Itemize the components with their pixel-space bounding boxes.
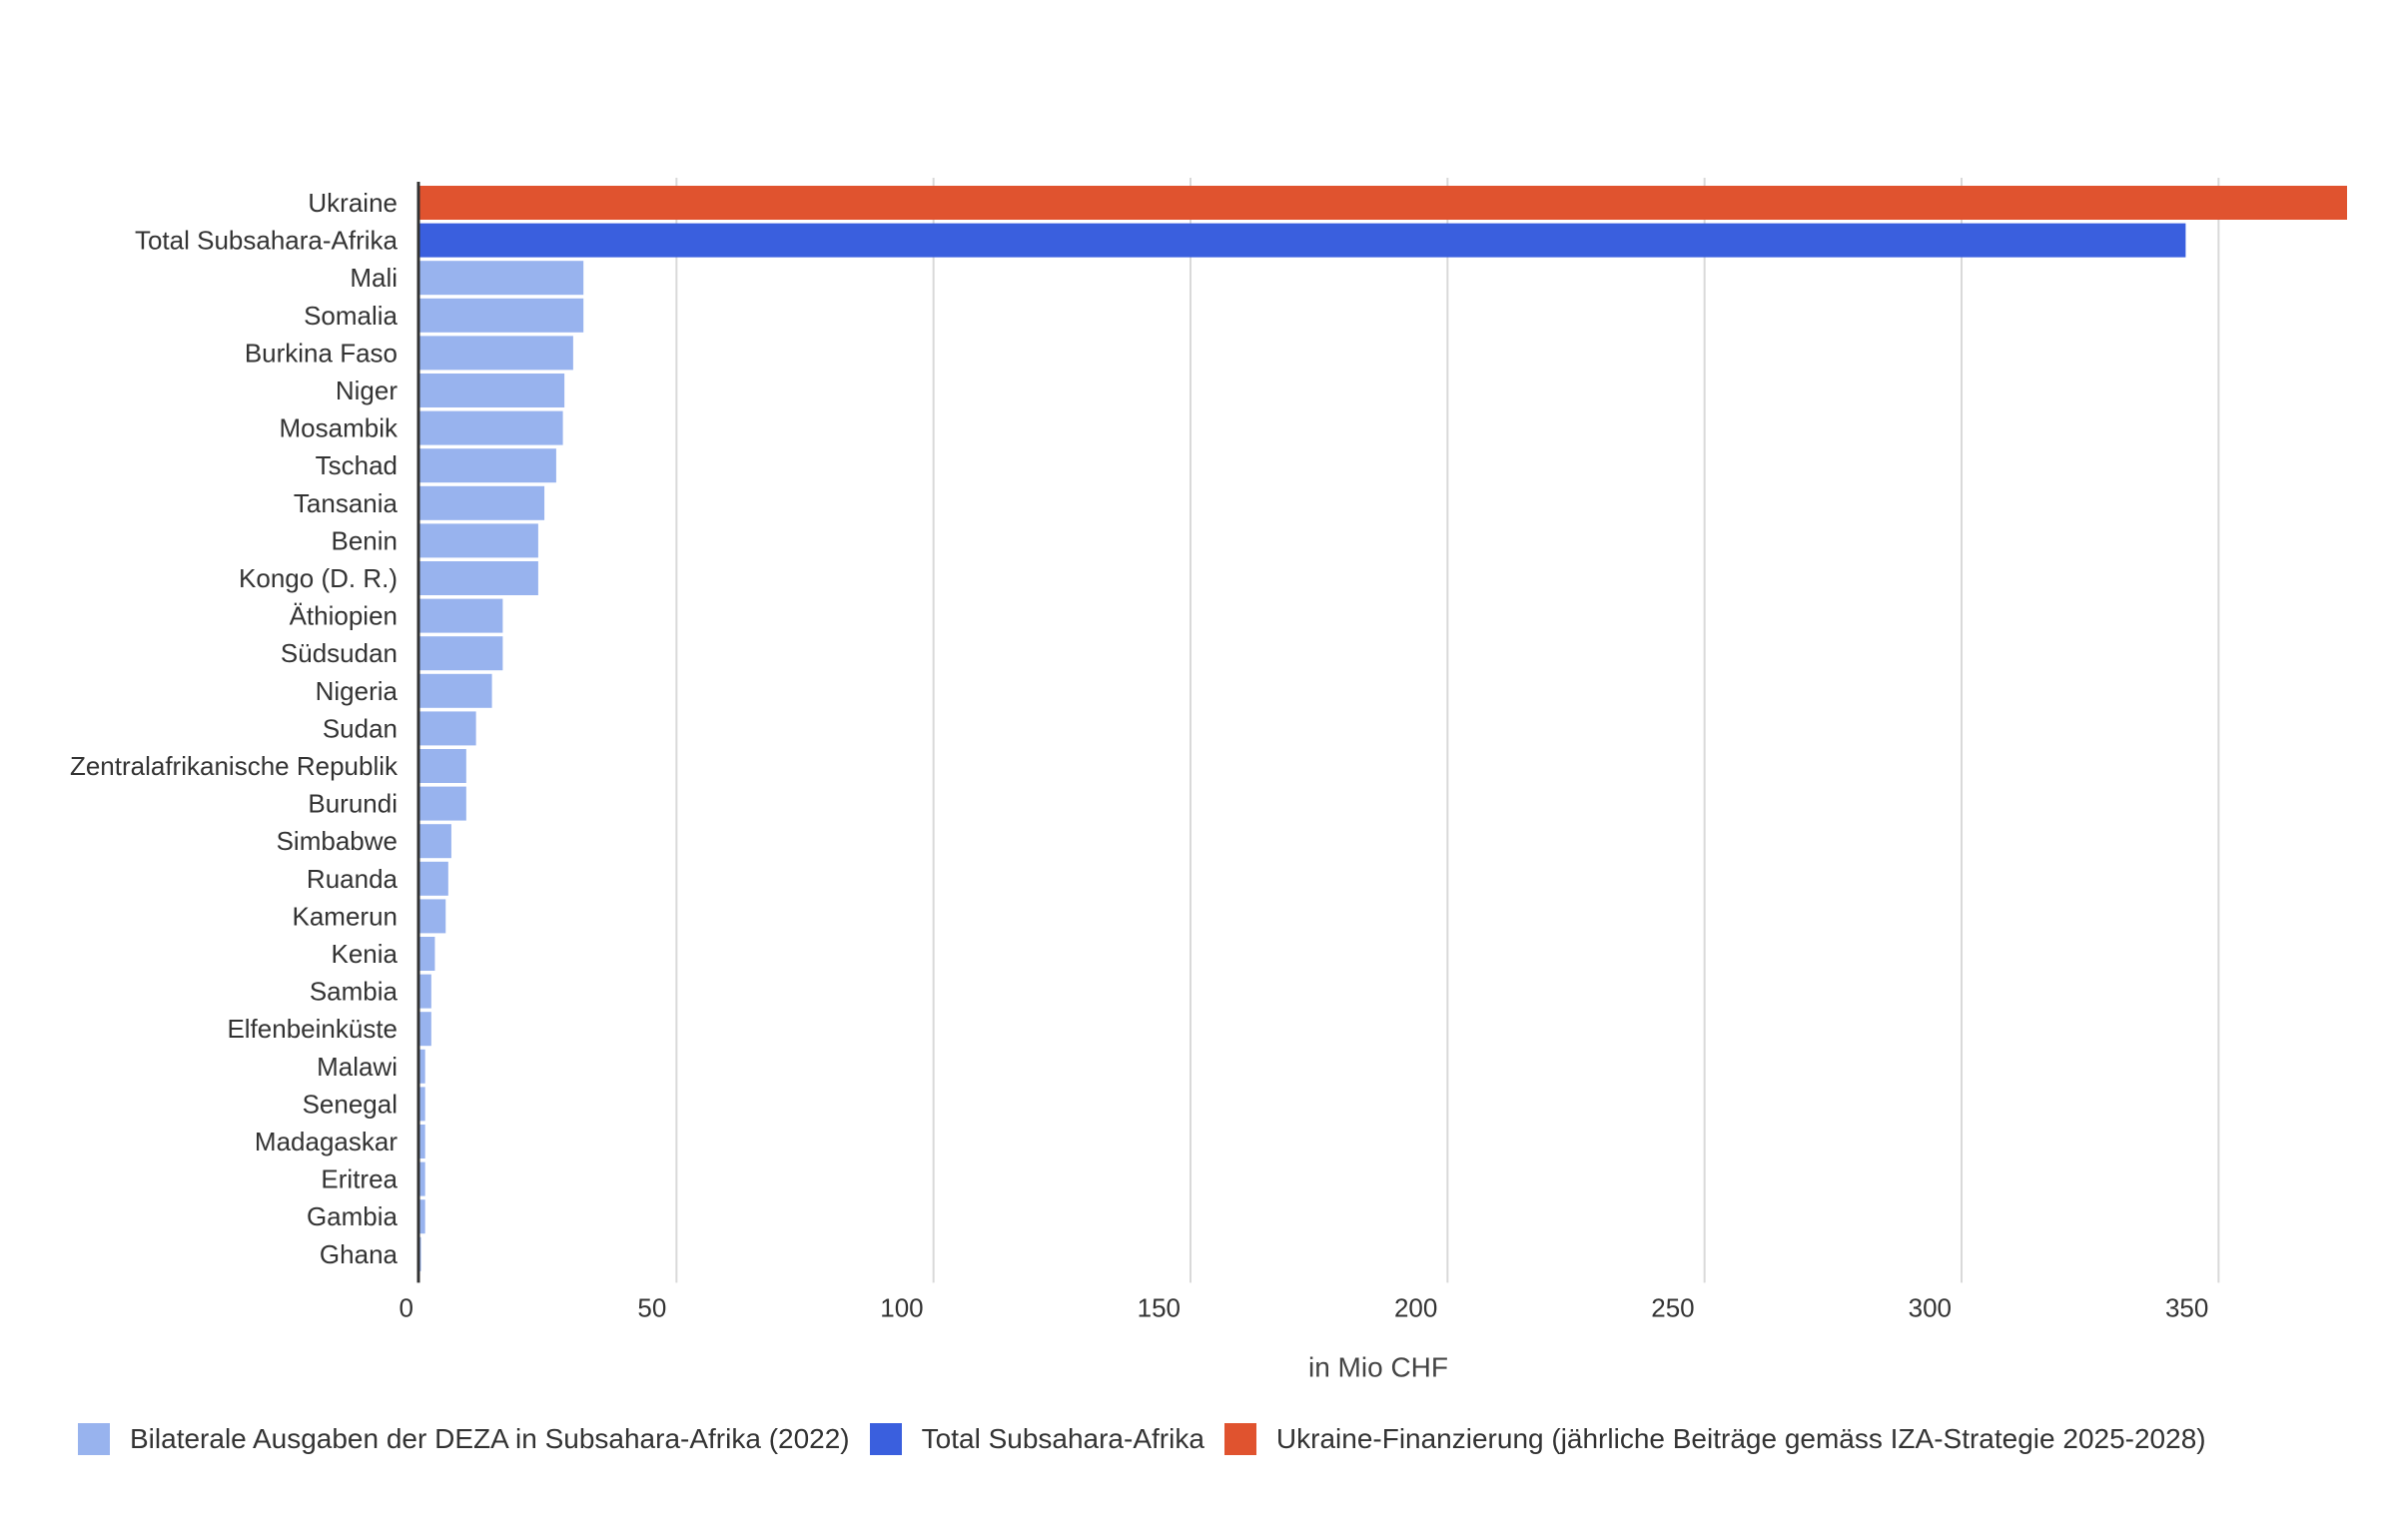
category-label: Sambia (310, 977, 399, 1007)
category-label: Nigeria (316, 676, 399, 706)
category-label: Äthiopien (290, 601, 398, 631)
category-label: Mosambik (280, 413, 399, 443)
x-tick-label: 350 (2165, 1292, 2208, 1322)
bar (419, 374, 565, 407)
category-label: Burkina Faso (245, 338, 398, 368)
category-label: Ukraine (308, 188, 398, 218)
bar (419, 223, 2186, 258)
bar (419, 937, 435, 971)
category-label: Benin (332, 525, 399, 555)
legend-item-ukraine: Ukraine-Finanzierung (jährliche Beiträge… (1223, 1423, 2206, 1455)
category-label: Gambia (307, 1201, 399, 1231)
category-label: Kongo (D. R.) (239, 563, 398, 593)
x-tick-label: 50 (637, 1292, 666, 1322)
category-label: Sudan (323, 713, 398, 743)
category-label: Elfenbeinküste (227, 1014, 398, 1044)
category-label: Zentralafrikanische Republik (70, 751, 399, 781)
bar (419, 410, 563, 445)
legend-item-bilateral: Bilaterale Ausgaben der DEZA in Subsahar… (78, 1423, 850, 1455)
bar (419, 523, 538, 558)
category-labels: Ukraine Total Subsahara-Afrika Mali Somalia… (70, 188, 399, 1269)
legend-swatch-total (869, 1423, 902, 1455)
bar (419, 1049, 425, 1084)
bar (419, 598, 503, 633)
legend-label-bilateral: Bilaterale Ausgaben der DEZA in Subsahar… (130, 1423, 850, 1454)
bar (419, 261, 584, 296)
category-label: Niger (336, 376, 398, 405)
category-label: Tansania (294, 488, 399, 518)
legend-label-ukraine: Ukraine-Finanzierung (jährliche Beiträge… (1275, 1423, 2206, 1454)
legend-label-total: Total Subsahara-Afrika (921, 1423, 1204, 1454)
bar (419, 861, 448, 896)
category-label: Simbabwe (277, 826, 398, 856)
x-tick-label: 250 (1651, 1292, 1694, 1322)
category-label: Malawi (317, 1052, 398, 1082)
x-axis-title: in Mio CHF (1308, 1351, 1448, 1382)
bars (419, 186, 2347, 1271)
category-label: Südsudan (281, 638, 398, 668)
x-tick-label: 300 (1909, 1292, 1952, 1322)
bar (419, 448, 556, 483)
category-label: Somalia (304, 301, 398, 331)
bar (419, 636, 503, 671)
bar (419, 786, 466, 821)
bar (419, 711, 476, 746)
bar (419, 673, 492, 708)
category-label: Senegal (303, 1089, 398, 1119)
bar (419, 1087, 425, 1122)
category-label: Ghana (320, 1239, 399, 1269)
gridlines (675, 178, 2220, 1283)
x-tick-label: 200 (1394, 1292, 1437, 1322)
x-tick-label: 0 (400, 1292, 413, 1322)
x-tick-label: 150 (1138, 1292, 1181, 1322)
bar (419, 1236, 421, 1271)
bar (419, 824, 451, 859)
bar (419, 749, 466, 783)
category-label: Madagaskar (255, 1127, 398, 1156)
x-tick-label: 100 (880, 1292, 923, 1322)
bar (419, 974, 431, 1009)
bar (419, 1161, 425, 1196)
bar (419, 899, 446, 934)
bar (419, 561, 538, 595)
category-label: Burundi (308, 789, 398, 819)
category-label: Total Subsahara-Afrika (135, 226, 399, 256)
x-tick-labels: 0 50 100 150 200 250 300 350 (400, 1292, 2209, 1322)
category-label: Mali (350, 263, 398, 293)
bar (419, 336, 573, 371)
category-label: Tschad (316, 450, 398, 480)
bar (419, 1012, 431, 1047)
bar (419, 1125, 425, 1158)
bar (419, 485, 545, 520)
category-label: Kenia (332, 939, 399, 969)
legend-swatch-ukraine (1223, 1423, 1256, 1455)
legend: Bilaterale Ausgaben der DEZA in Subsahar… (78, 1423, 2226, 1455)
category-label: Eritrea (321, 1164, 398, 1194)
bar (419, 298, 584, 333)
bar (419, 186, 2347, 220)
legend-item-total: Total Subsahara-Afrika (869, 1423, 1204, 1455)
bar (419, 1199, 425, 1234)
legend-swatch-bilateral (78, 1423, 110, 1455)
category-label: Ruanda (307, 864, 399, 894)
category-label: Kamerun (293, 901, 399, 931)
